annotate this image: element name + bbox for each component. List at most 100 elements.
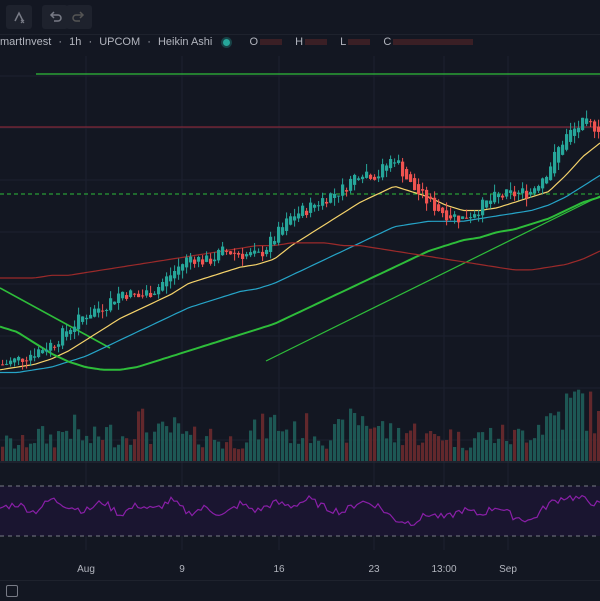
volume-bar	[61, 432, 65, 461]
candle	[249, 252, 253, 256]
volume-bar	[157, 423, 161, 461]
candle	[281, 227, 285, 235]
undo-icon[interactable]	[42, 5, 68, 29]
candle	[181, 264, 185, 271]
volume-bar	[297, 443, 301, 461]
candle	[477, 214, 481, 216]
volume-bar	[313, 436, 317, 461]
candle	[177, 266, 181, 275]
interval[interactable]: 1h	[69, 36, 82, 49]
candle	[373, 176, 377, 180]
x-tick-label: 16	[273, 564, 285, 575]
volume-bar	[173, 417, 177, 461]
volume-bar	[129, 444, 133, 461]
candle	[165, 276, 169, 287]
candle	[145, 290, 149, 296]
trend-line	[265, 195, 600, 362]
volume-bar	[429, 430, 433, 461]
candle	[293, 216, 297, 221]
volume-bar	[113, 447, 117, 461]
candle	[529, 191, 533, 195]
volume-bar	[365, 425, 369, 461]
volume-bar	[385, 438, 389, 461]
candle	[121, 291, 125, 299]
volume-bar	[25, 447, 29, 461]
compare-icon[interactable]	[6, 585, 18, 597]
volume-bar	[421, 442, 425, 461]
volume-bar	[317, 440, 321, 461]
volume-bar	[381, 421, 385, 461]
candle	[233, 252, 237, 254]
volume-bar	[33, 443, 37, 461]
candle	[117, 293, 121, 303]
price-chart[interactable]	[0, 56, 600, 560]
volume-bar	[277, 430, 281, 461]
candle	[357, 178, 361, 180]
candle	[297, 213, 301, 219]
candle	[73, 326, 77, 332]
volume-bar	[333, 424, 337, 461]
volume-bar	[305, 413, 309, 461]
volume-bar	[121, 436, 125, 461]
volume-bar	[57, 431, 61, 461]
candle	[569, 129, 573, 142]
candle	[593, 121, 597, 132]
candle	[57, 344, 61, 347]
candle	[161, 282, 165, 291]
x-tick-label: Sep	[499, 564, 517, 575]
legend-separator: ·	[147, 36, 151, 49]
volume-bar	[437, 436, 441, 461]
redo-icon[interactable]	[66, 5, 92, 29]
volume-bar	[125, 438, 129, 461]
indicators-remove-icon[interactable]	[6, 5, 32, 29]
volume-bar	[565, 393, 569, 461]
candle	[137, 293, 141, 298]
candle	[385, 165, 389, 171]
moving-average-line	[0, 196, 600, 371]
volume-bar	[21, 435, 25, 461]
candle	[53, 346, 57, 348]
volume-bar	[145, 432, 149, 461]
volume-bar	[293, 421, 297, 461]
candle	[413, 178, 417, 191]
volume-bar	[93, 426, 97, 461]
moving-average-line	[0, 242, 600, 279]
candle	[81, 316, 85, 322]
volume-bar	[425, 433, 429, 461]
volume-bar	[469, 447, 473, 461]
rsi-band	[0, 486, 600, 536]
candle	[585, 118, 589, 124]
volume-bar	[105, 427, 109, 461]
volume-bar	[457, 431, 461, 461]
volume-bar	[345, 442, 349, 461]
candle	[361, 176, 365, 180]
low-label: L	[340, 36, 347, 49]
volume-bar	[433, 434, 437, 461]
candle	[533, 188, 537, 194]
candle	[9, 360, 13, 365]
candle	[205, 255, 209, 262]
volume-bar	[569, 397, 573, 461]
candle	[273, 241, 277, 245]
candle	[253, 250, 257, 254]
candle	[549, 166, 553, 181]
candle	[425, 189, 429, 204]
candle	[241, 253, 245, 259]
volume-bar	[253, 419, 257, 461]
candle	[309, 202, 313, 213]
volume-bar	[325, 448, 329, 461]
time-axis[interactable]: Aug 9 16 23 13:00 Sep	[0, 560, 600, 578]
volume-bar	[185, 431, 189, 461]
volume-bar	[557, 411, 561, 461]
legend-separator: ·	[88, 36, 93, 49]
symbol-name[interactable]: martInvest	[0, 36, 52, 49]
volume-bar	[177, 423, 181, 461]
candle	[429, 196, 433, 199]
volume-bar	[37, 428, 41, 461]
candle	[541, 178, 545, 189]
chart-style[interactable]: Heikin Ashi	[157, 36, 213, 49]
volume-bar	[549, 413, 553, 461]
candle	[141, 295, 145, 297]
candle	[33, 356, 37, 358]
volume-bar	[89, 443, 93, 461]
